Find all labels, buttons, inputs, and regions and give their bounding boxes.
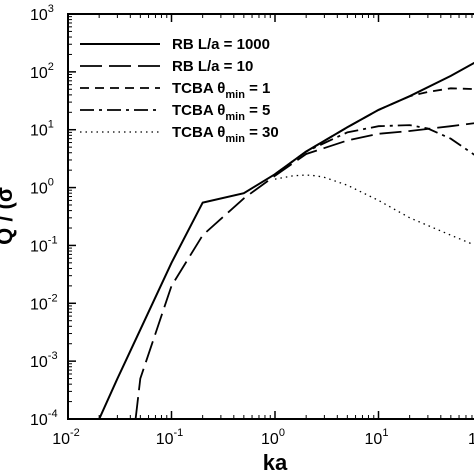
legend-label-4: TCBA θmin = 5 [172, 102, 270, 123]
legend-label-5: TCBA θmin = 30 [172, 124, 279, 145]
y-axis-title: Q / (σ [0, 187, 17, 245]
plot-frame [67, 13, 474, 420]
y-tick-label: 10-1 [30, 234, 58, 255]
y-tick-label: 101 [30, 119, 54, 140]
x-tick-label: 101 [365, 427, 389, 448]
x-tick-label: 100 [261, 427, 285, 448]
tick-label-layer: 10-2 10-1 100 101 102 10-4 10-3 10-2 10-1 100 101 1… [30, 3, 474, 448]
legend-label-3: TCBA θmin = 1 [172, 80, 270, 101]
y-tick-label: 100 [30, 177, 54, 198]
series-layer [98, 61, 474, 419]
x-axis-title: ka [263, 450, 288, 474]
y-tick-label: 10-2 [30, 292, 58, 313]
legend-label-2: RB L/a = 10 [172, 58, 253, 75]
y-tick-label: 103 [30, 3, 54, 24]
series-line-2 [134, 122, 474, 419]
y-tick-label: 10-3 [30, 350, 58, 371]
x-tick-label: 10-2 [52, 427, 80, 448]
y-tick-label: 10-4 [30, 408, 58, 429]
y-tick-label: 102 [30, 61, 54, 82]
x-tick-label: 102 [468, 427, 474, 448]
legend-label-1: RB L/a = 1000 [172, 36, 270, 53]
x-tick-label: 10-1 [156, 427, 184, 448]
series-line-4 [274, 124, 474, 175]
